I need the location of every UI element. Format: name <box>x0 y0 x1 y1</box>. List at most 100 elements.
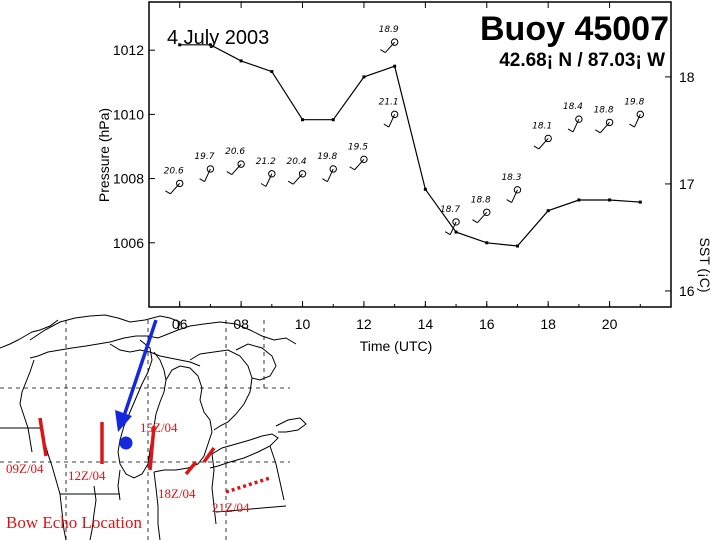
air-temp-label: 19.5 <box>348 142 368 152</box>
sst-point <box>362 75 366 79</box>
wind-barb-shaft <box>599 122 610 134</box>
wind-obs: 18.8 <box>594 105 614 134</box>
map-caption: Bow Echo Location <box>6 513 142 532</box>
label-09z: 09Z/04 <box>6 461 44 476</box>
wind-obs: 19.5 <box>348 142 368 171</box>
sst-point <box>454 230 458 234</box>
sst-point <box>270 70 274 74</box>
sst-point <box>577 198 581 202</box>
wind-barb-shaft <box>511 189 518 203</box>
sst-point <box>423 187 427 191</box>
y2-tick-label: 17 <box>679 176 695 192</box>
wind-obs: 19.8 <box>317 152 338 183</box>
wind-barb-shaft <box>204 168 211 182</box>
label-21z: 21Z/04 <box>212 500 250 515</box>
sst-series <box>178 43 642 248</box>
y-tick-label: 1006 <box>113 235 144 251</box>
y2-tick-label: 18 <box>679 69 695 85</box>
y2-axis-label: SST (¡C) <box>697 238 713 293</box>
wind-barb-shaft <box>170 183 181 195</box>
wind-barb-shaft <box>384 41 396 53</box>
bow-echo-line-21z <box>225 476 271 494</box>
x-tick-label: 16 <box>479 316 495 332</box>
wind-obs: 18.9 <box>379 25 399 54</box>
wind-barb-shaft <box>449 221 457 235</box>
wind-barb-flag <box>287 180 294 185</box>
air-temp-label: 18.3 <box>501 173 521 183</box>
sst-point <box>485 241 489 245</box>
chart-subtitle: 42.68¡ N / 87.03¡ W <box>499 50 665 71</box>
sst-point <box>208 43 212 47</box>
date-label: 4 July 2003 <box>167 27 269 49</box>
wind-obs: 20.4 <box>287 157 307 185</box>
wind-obs: 18.8 <box>471 195 491 224</box>
wind-obs: 21.2 <box>256 157 276 187</box>
y-axis-label: Pressure (hPa) <box>96 108 112 202</box>
x-axis-ticks: 06 08 10 12 14 16 18 20 <box>148 2 672 332</box>
wind-barb-flag <box>472 219 478 224</box>
air-temp-label: 18.1 <box>532 121 552 131</box>
wind-observations: 20.6 19.7 20.6 21.2 20.4 19.8 19.5 21.1 18.9 18.7… <box>164 25 645 236</box>
air-temp-label: 18.8 <box>594 105 614 115</box>
wind-barb-shaft <box>354 158 365 171</box>
air-temp-label: 18.8 <box>471 195 491 205</box>
air-temp-label: 20.4 <box>287 157 307 167</box>
wind-barb-shaft <box>634 114 641 128</box>
sst-point <box>239 59 243 63</box>
wind-barb-shaft <box>292 173 303 185</box>
sst-point <box>331 118 335 122</box>
wind-barb-flag <box>533 145 540 150</box>
label-12z: 12Z/04 <box>68 468 106 483</box>
x-tick-label: 06 <box>172 316 188 332</box>
wind-obs: 20.6 <box>225 147 245 176</box>
sst-point <box>393 64 397 68</box>
wind-barb-shaft <box>538 138 549 150</box>
plot-frame <box>148 1 672 308</box>
wind-barb-flag <box>595 129 601 134</box>
y2-tick-label: 16 <box>679 283 695 299</box>
air-temp-label: 18.9 <box>379 25 399 35</box>
air-temp-label: 21.2 <box>256 157 276 167</box>
wind-barb-flag <box>260 183 267 187</box>
wind-obs: 19.8 <box>624 97 645 128</box>
wind-obs: 20.6 <box>164 166 184 195</box>
y-axis-ticks: 1006 1008 1010 1012 <box>113 42 155 251</box>
bow-echo-labels: 09Z/04 12Z/04 15Z/04 18Z/04 21Z/04 <box>6 420 250 515</box>
wind-obs: 18.1 <box>532 121 552 150</box>
wind-barb-shaft <box>477 211 488 224</box>
wind-barb-flag <box>567 128 574 133</box>
map-gridlines <box>0 320 290 540</box>
wind-barb-flag <box>199 178 205 183</box>
sst-point <box>608 198 612 202</box>
bow-echo-line-09z <box>38 417 48 457</box>
x-tick-label: 20 <box>602 316 618 332</box>
wind-obs: 21.1 <box>379 97 399 128</box>
label-15z: 15Z/04 <box>140 420 178 435</box>
wind-barb-flag <box>629 123 635 128</box>
air-temp-label: 19.8 <box>624 97 644 107</box>
wind-barb-shaft <box>231 163 242 175</box>
wind-barb-flag <box>349 166 355 171</box>
air-temp-label: 18.7 <box>440 205 460 215</box>
wind-barb-shaft <box>388 114 396 128</box>
wind-obs: 19.7 <box>194 152 215 183</box>
chart-title: Buoy 45007 <box>480 10 669 48</box>
buoy-marker <box>119 436 133 450</box>
y2-axis-ticks: 18 17 16 <box>665 69 695 299</box>
wind-obs: 18.4 <box>563 102 583 133</box>
buoy-arrow <box>115 319 158 432</box>
sst-point <box>301 118 305 122</box>
air-temp-label: 20.6 <box>164 166 184 176</box>
x-tick-label: 12 <box>356 316 372 332</box>
wind-barb-flag <box>380 49 386 54</box>
bow-echo-lines <box>38 417 271 494</box>
sst-point <box>638 200 642 204</box>
x-tick-label: 14 <box>418 316 434 332</box>
bow-echo-line-15z <box>148 425 156 471</box>
wind-barb-shaft <box>326 168 334 182</box>
y-tick-label: 1012 <box>113 42 144 58</box>
sst-point <box>546 209 550 213</box>
wind-barb-shaft <box>572 118 580 133</box>
